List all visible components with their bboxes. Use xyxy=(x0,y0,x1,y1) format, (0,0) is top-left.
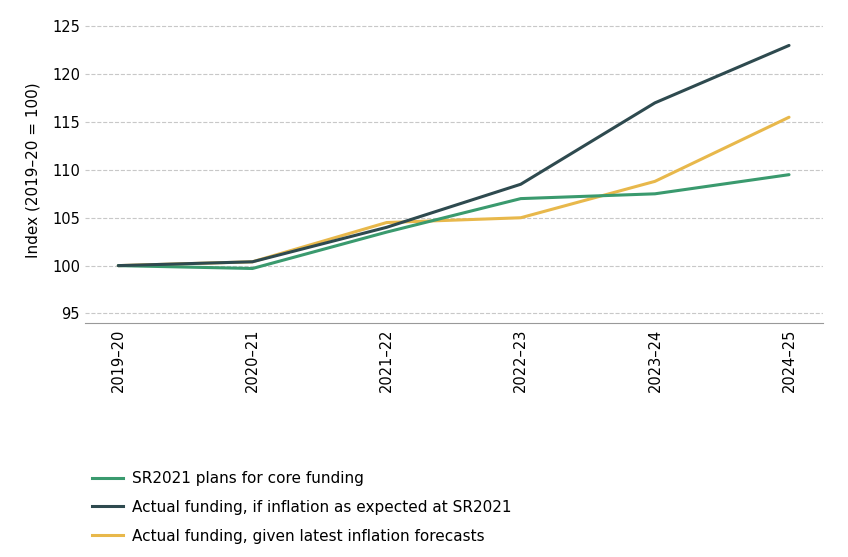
Actual funding, if inflation as expected at SR2021 xyxy=(650,100,660,106)
Actual funding, given latest inflation forecasts xyxy=(248,258,258,265)
Actual funding, given latest inflation forecasts xyxy=(784,114,794,120)
Actual funding, given latest inflation forecasts xyxy=(516,214,526,221)
SR2021 plans for core funding xyxy=(516,196,526,202)
Line: Actual funding, given latest inflation forecasts: Actual funding, given latest inflation f… xyxy=(119,117,789,266)
Legend: SR2021 plans for core funding, Actual funding, if inflation as expected at SR202: SR2021 plans for core funding, Actual fu… xyxy=(92,471,511,544)
Line: Actual funding, if inflation as expected at SR2021: Actual funding, if inflation as expected… xyxy=(119,46,789,266)
Y-axis label: Index (2019–20 = 100): Index (2019–20 = 100) xyxy=(25,82,41,258)
Actual funding, given latest inflation forecasts xyxy=(650,178,660,185)
SR2021 plans for core funding xyxy=(382,229,392,236)
Actual funding, if inflation as expected at SR2021 xyxy=(784,42,794,49)
Actual funding, if inflation as expected at SR2021 xyxy=(114,262,124,269)
SR2021 plans for core funding xyxy=(784,172,794,178)
Actual funding, if inflation as expected at SR2021 xyxy=(516,181,526,188)
SR2021 plans for core funding xyxy=(248,265,258,272)
Actual funding, given latest inflation forecasts xyxy=(382,219,392,226)
Actual funding, given latest inflation forecasts xyxy=(114,262,124,269)
Line: SR2021 plans for core funding: SR2021 plans for core funding xyxy=(119,175,789,268)
Actual funding, if inflation as expected at SR2021 xyxy=(382,224,392,231)
SR2021 plans for core funding xyxy=(650,190,660,197)
Actual funding, if inflation as expected at SR2021 xyxy=(248,258,258,265)
SR2021 plans for core funding xyxy=(114,262,124,269)
